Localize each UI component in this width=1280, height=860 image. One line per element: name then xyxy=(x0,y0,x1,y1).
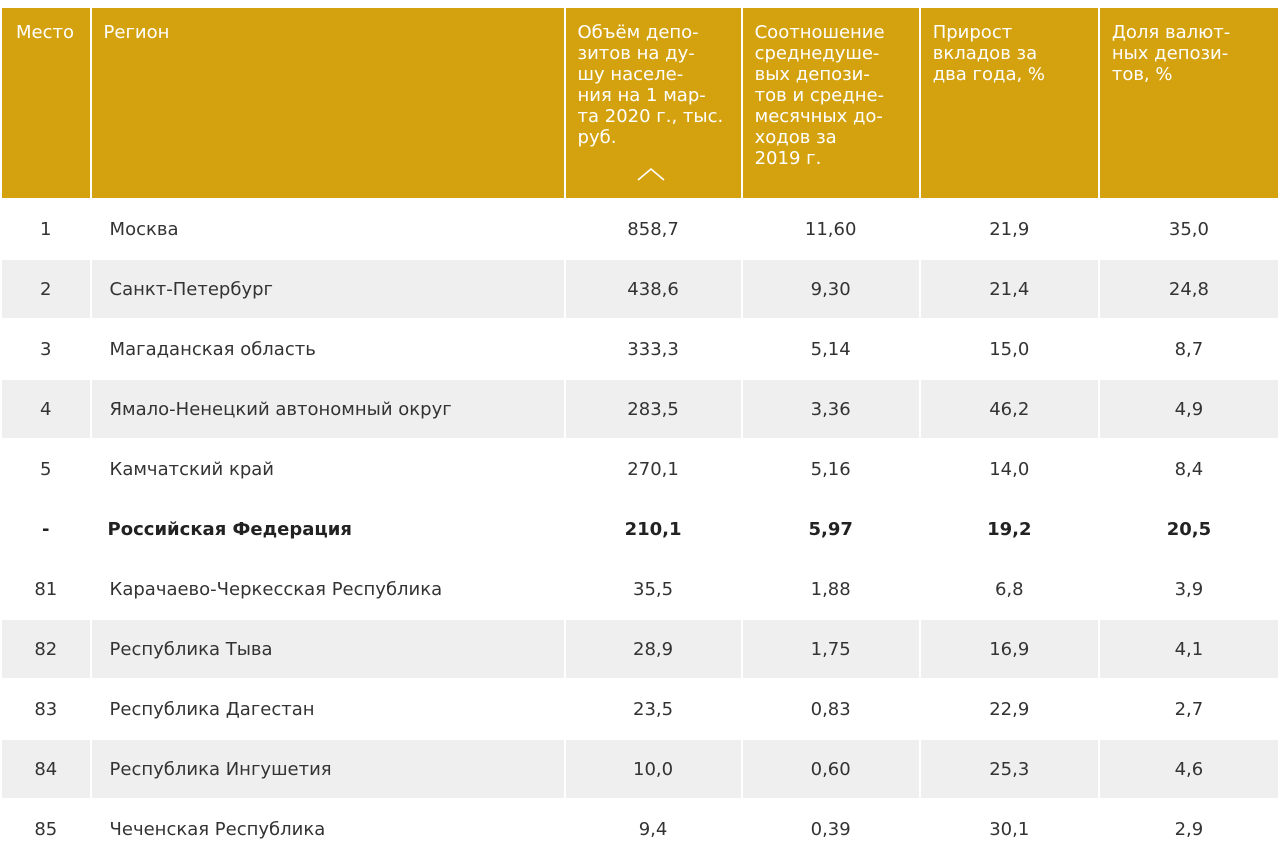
cell-volume: 35,5 xyxy=(565,560,741,618)
cell-growth: 46,2 xyxy=(920,380,1098,438)
cell-ratio: 9,30 xyxy=(742,260,919,318)
table-row: 84 Республика Ингушетия 10,0 0,60 25,3 4… xyxy=(2,740,1278,798)
cell-growth: 25,3 xyxy=(920,740,1098,798)
column-header-growth[interactable]: Прирост вкладов за два года, % xyxy=(920,8,1098,198)
cell-share: 3,9 xyxy=(1099,560,1278,618)
cell-ratio: 5,97 xyxy=(742,500,919,558)
column-header-label: Регион xyxy=(103,22,170,43)
cell-volume: 23,5 xyxy=(565,680,741,738)
cell-share: 35,0 xyxy=(1099,200,1278,258)
cell-ratio: 3,36 xyxy=(742,380,919,438)
cell-place: 83 xyxy=(2,680,90,738)
cell-volume: 9,4 xyxy=(565,800,741,858)
cell-volume: 270,1 xyxy=(565,440,741,498)
cell-region: Республика Дагестан xyxy=(91,680,564,738)
cell-share: 2,9 xyxy=(1099,800,1278,858)
cell-place: 3 xyxy=(2,320,90,378)
column-header-place[interactable]: Место xyxy=(2,8,90,198)
cell-ratio: 11,60 xyxy=(742,200,919,258)
chevron-up-icon[interactable] xyxy=(636,166,665,182)
cell-place: 82 xyxy=(2,620,90,678)
cell-share: 8,7 xyxy=(1099,320,1278,378)
cell-region: Санкт-Петербург xyxy=(91,260,564,318)
cell-growth: 6,8 xyxy=(920,560,1098,618)
cell-share: 4,6 xyxy=(1099,740,1278,798)
table-row: 4 Ямало-Ненецкий автономный округ 283,5 … xyxy=(2,380,1278,438)
cell-growth: 22,9 xyxy=(920,680,1098,738)
cell-place: 85 xyxy=(2,800,90,858)
table-row: 81 Карачаево-Черкесская Республика 35,5 … xyxy=(2,560,1278,618)
cell-region: Ямало-Ненецкий автономный округ xyxy=(91,380,564,438)
cell-share: 4,9 xyxy=(1099,380,1278,438)
cell-share: 20,5 xyxy=(1099,500,1278,558)
cell-ratio: 1,88 xyxy=(742,560,919,618)
cell-volume: 10,0 xyxy=(565,740,741,798)
cell-growth: 21,4 xyxy=(920,260,1098,318)
cell-growth: 30,1 xyxy=(920,800,1098,858)
cell-share: 2,7 xyxy=(1099,680,1278,738)
cell-volume: 283,5 xyxy=(565,380,741,438)
column-header-region[interactable]: Регион xyxy=(91,8,564,198)
table-header: Место Регион Объём депо- зитов на ду- шу… xyxy=(2,8,1278,198)
cell-growth: 21,9 xyxy=(920,200,1098,258)
column-header-volume[interactable]: Объём депо- зитов на ду- шу населе- ния … xyxy=(565,8,741,198)
cell-place: - xyxy=(2,500,90,558)
cell-growth: 19,2 xyxy=(920,500,1098,558)
cell-growth: 14,0 xyxy=(920,440,1098,498)
cell-place: 4 xyxy=(2,380,90,438)
cell-ratio: 5,14 xyxy=(742,320,919,378)
table-row: 85 Чеченская Республика 9,4 0,39 30,1 2,… xyxy=(2,800,1278,858)
column-header-label: Доля валют- ных депози- тов, % xyxy=(1111,22,1231,85)
cell-place: 1 xyxy=(2,200,90,258)
cell-growth: 16,9 xyxy=(920,620,1098,678)
cell-ratio: 0,83 xyxy=(742,680,919,738)
cell-ratio: 0,39 xyxy=(742,800,919,858)
cell-volume: 28,9 xyxy=(565,620,741,678)
cell-volume: 438,6 xyxy=(565,260,741,318)
cell-ratio: 1,75 xyxy=(742,620,919,678)
cell-share: 4,1 xyxy=(1099,620,1278,678)
table-row: 1 Москва 858,7 11,60 21,9 35,0 xyxy=(2,200,1278,258)
column-header-label: Место xyxy=(16,22,74,43)
cell-place: 84 xyxy=(2,740,90,798)
cell-share: 8,4 xyxy=(1099,440,1278,498)
header-row: Место Регион Объём депо- зитов на ду- шу… xyxy=(2,8,1278,198)
cell-region: Магаданская область xyxy=(91,320,564,378)
table-row: 3 Магаданская область 333,3 5,14 15,0 8,… xyxy=(2,320,1278,378)
column-header-label: Соотношение среднедуше- вых депози- тов … xyxy=(754,22,885,169)
cell-region: Чеченская Республика xyxy=(91,800,564,858)
column-header-ratio[interactable]: Соотношение среднедуше- вых депози- тов … xyxy=(742,8,919,198)
table-row-total: - Российская Федерация 210,1 5,97 19,2 2… xyxy=(2,500,1278,558)
cell-volume: 210,1 xyxy=(565,500,741,558)
cell-growth: 15,0 xyxy=(920,320,1098,378)
deposits-table: Место Регион Объём депо- зитов на ду- шу… xyxy=(0,6,1280,860)
cell-volume: 858,7 xyxy=(565,200,741,258)
cell-ratio: 0,60 xyxy=(742,740,919,798)
column-header-label: Прирост вкладов за два года, % xyxy=(932,22,1046,85)
table-row: 82 Республика Тыва 28,9 1,75 16,9 4,1 xyxy=(2,620,1278,678)
cell-region: Республика Ингушетия xyxy=(91,740,564,798)
cell-share: 24,8 xyxy=(1099,260,1278,318)
cell-place: 81 xyxy=(2,560,90,618)
cell-region: Карачаево-Черкесская Республика xyxy=(91,560,564,618)
table-row: 5 Камчатский край 270,1 5,16 14,0 8,4 xyxy=(2,440,1278,498)
table-body: 1 Москва 858,7 11,60 21,9 35,0 2 Санкт-П… xyxy=(2,200,1278,858)
cell-volume: 333,3 xyxy=(565,320,741,378)
cell-place: 2 xyxy=(2,260,90,318)
cell-region: Российская Федерация xyxy=(91,500,564,558)
cell-region: Москва xyxy=(91,200,564,258)
cell-ratio: 5,16 xyxy=(742,440,919,498)
cell-region: Республика Тыва xyxy=(91,620,564,678)
cell-place: 5 xyxy=(2,440,90,498)
cell-region: Камчатский край xyxy=(91,440,564,498)
table-row: 83 Республика Дагестан 23,5 0,83 22,9 2,… xyxy=(2,680,1278,738)
table-row: 2 Санкт-Петербург 438,6 9,30 21,4 24,8 xyxy=(2,260,1278,318)
column-header-label: Объём депо- зитов на ду- шу населе- ния … xyxy=(577,22,724,148)
column-header-share[interactable]: Доля валют- ных депози- тов, % xyxy=(1099,8,1278,198)
